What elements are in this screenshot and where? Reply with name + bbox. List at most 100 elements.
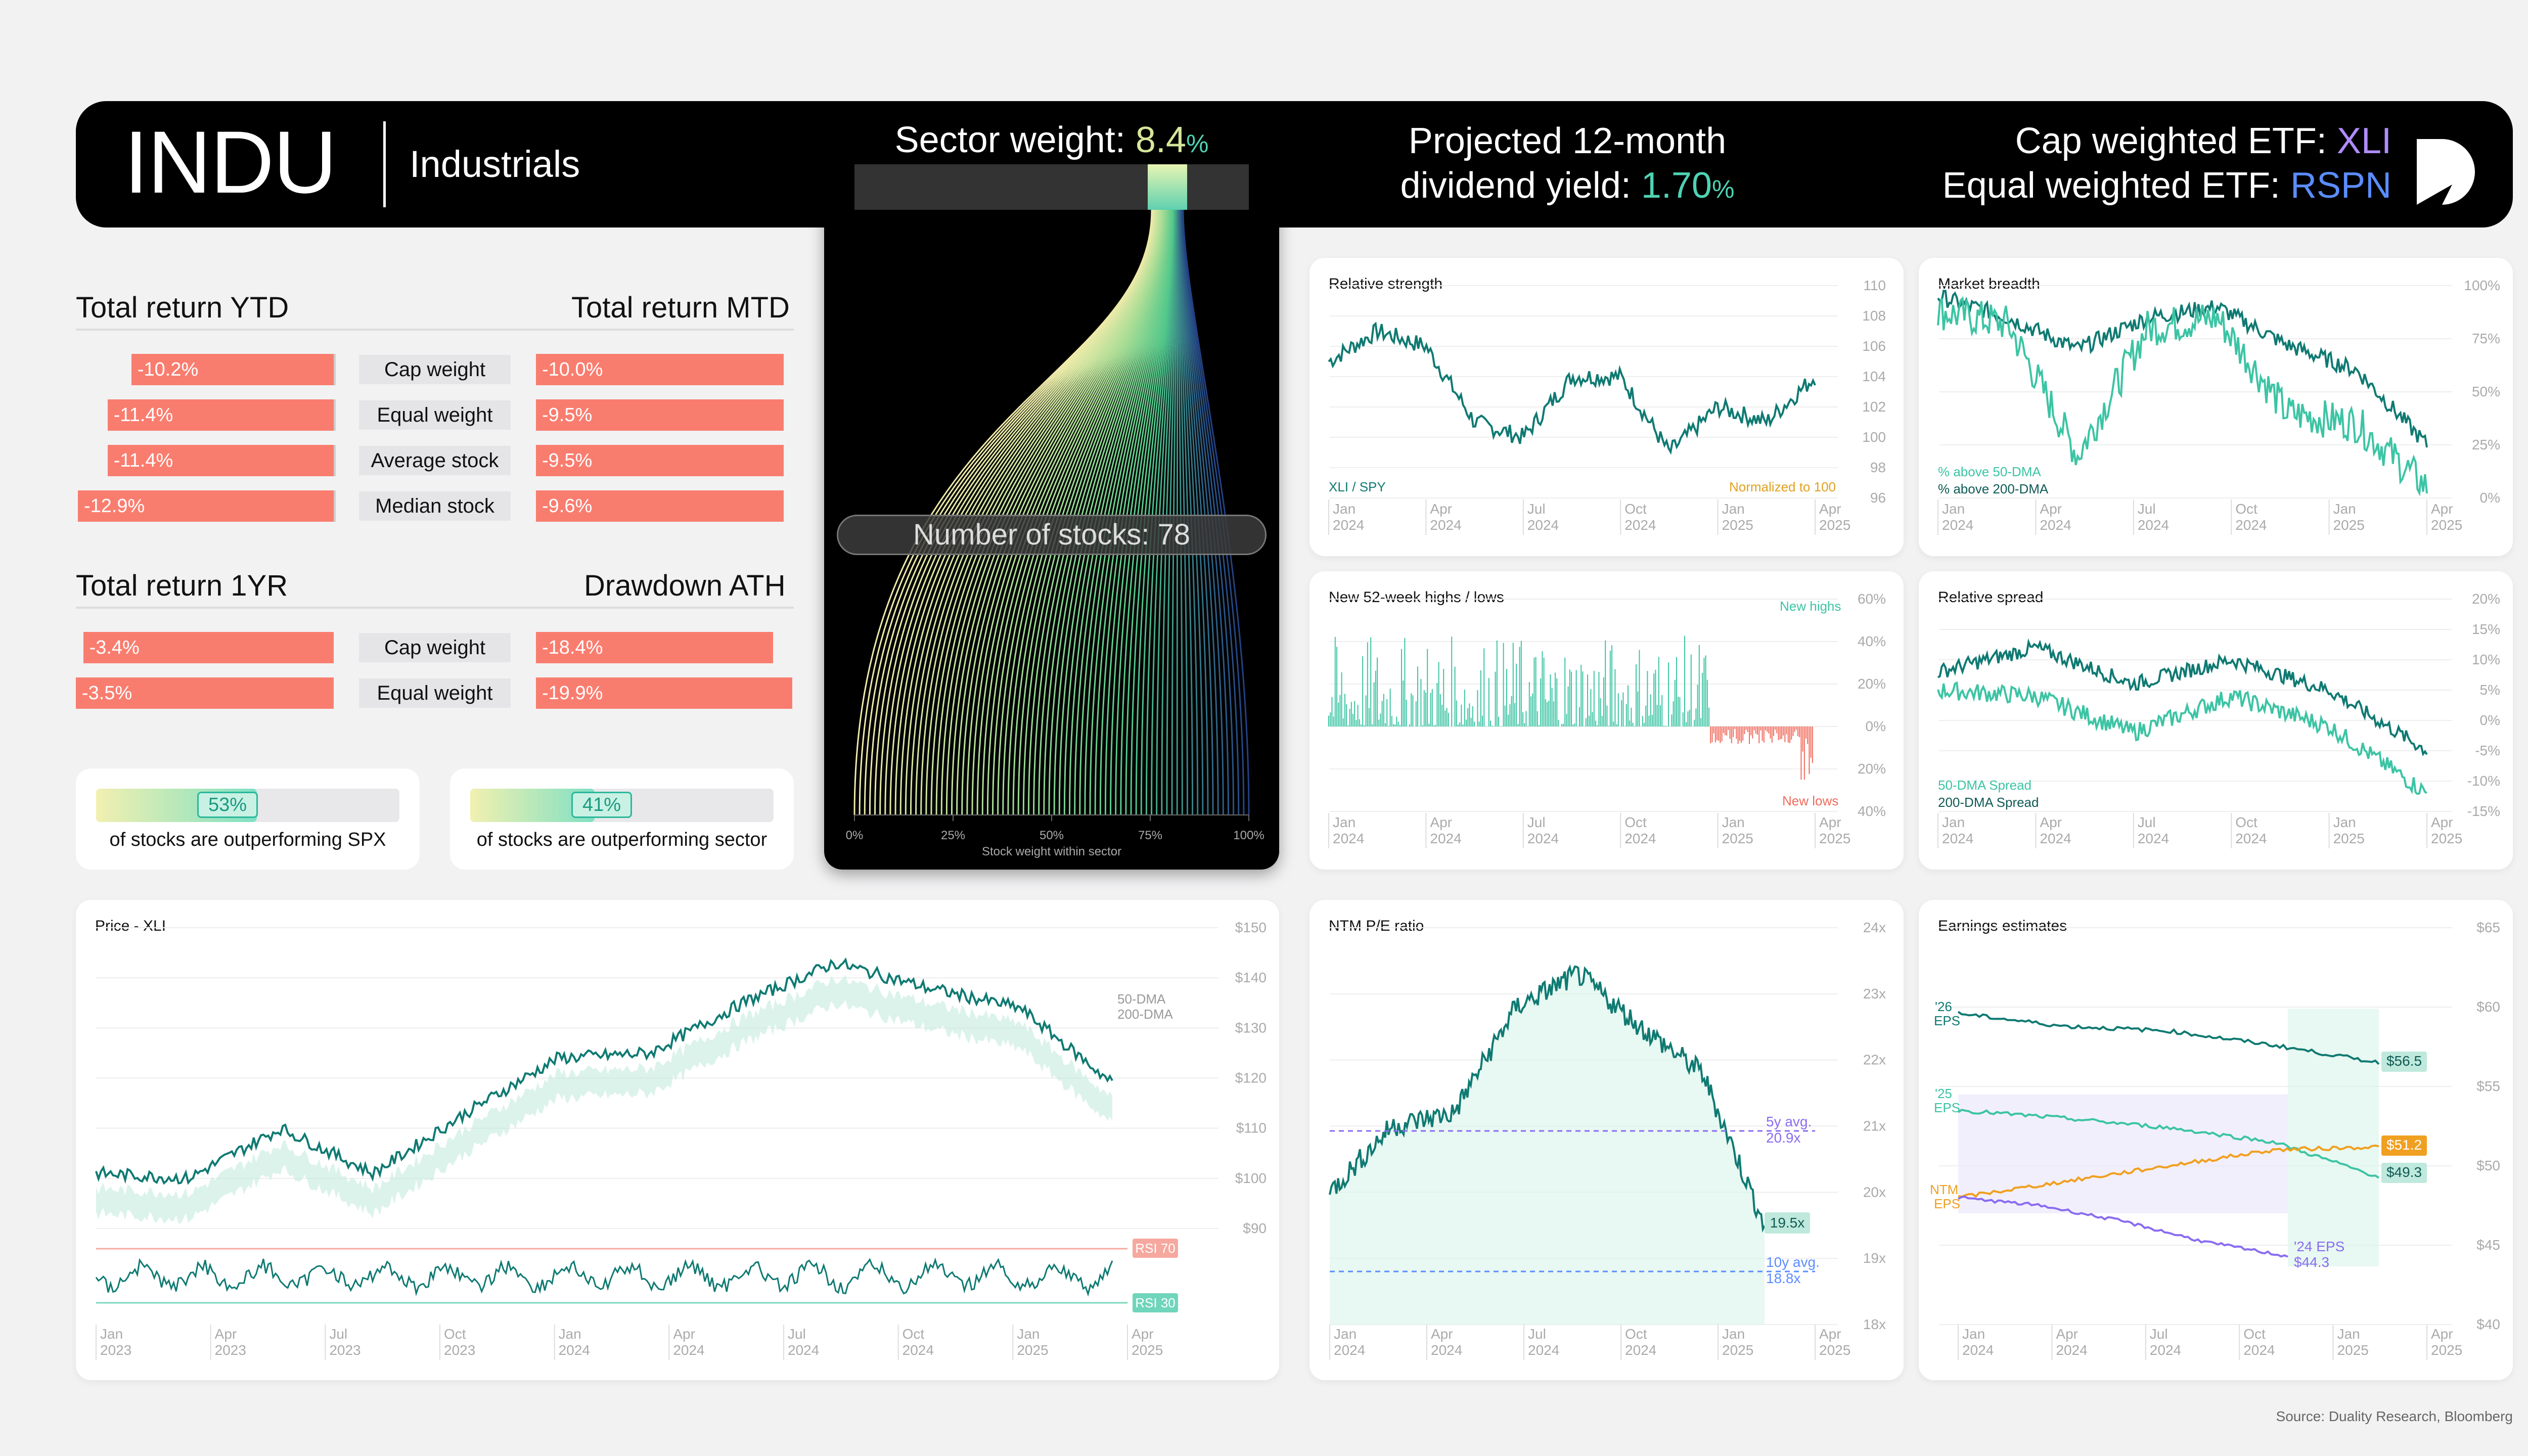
x-tick-month: Jan [1942,814,1965,830]
x-tick-month: Apr [2431,1326,2453,1342]
x-tick-month: Jan [1722,1326,1745,1342]
x-tick-month: Jan [2333,814,2356,830]
x-tick-year: 2024 [1430,517,1461,533]
breadth-title: Market breadth [1938,276,2040,292]
outperform-pct: 53% [197,792,258,818]
ntm-tag-2: EPS [1934,1196,1960,1211]
rs-chart: 110 108 106 104 102 100 98 96 XLI / SPY Normali… [1328,278,1886,535]
y-tick-label: $55 [2476,1078,2500,1094]
eps25-tag: '25 [1935,1086,1952,1101]
x-tick-month: Apr [215,1326,237,1342]
x-tick-year: 2024 [559,1342,590,1358]
y-tick-label: 104 [1862,369,1886,384]
x-tick-month: Oct [2243,1326,2266,1342]
eps25-value: $49.3 [2386,1164,2422,1180]
rsi70-text: RSI 70 [1135,1241,1176,1256]
eps-gap-band [2288,1009,2379,1266]
x-tick-year: 2025 [2337,1342,2369,1358]
pe-title: NTM P/E ratio [1329,918,1424,934]
y-tick-label: 18x [1863,1316,1886,1332]
x-tick-month: Oct [444,1326,466,1342]
y-tick-label: 110 [1863,278,1886,293]
y-tick-label: 23x [1863,986,1886,1002]
rsi-line [95,1257,1113,1297]
x-tick-month: Apr [1431,1326,1453,1342]
y-tick-label: $60 [2476,999,2500,1015]
epsntm-line [1958,1144,2379,1198]
return-row-label: Cap weight [359,633,511,662]
x-tick-month: Apr [2040,814,2062,830]
highs-title: New 52-week highs / lows [1329,589,1504,606]
x-tick-month: Apr [2431,501,2453,517]
rs-legend: XLI / SPY [1329,479,1386,494]
x-tick-year: 2024 [1942,831,1973,846]
x-tick-year: 2025 [2333,517,2365,533]
sector-weight-value: 8.4 [1135,120,1186,160]
y-tick-label: $140 [1235,970,1267,985]
eps-chart: $65 $60 $55 $50 $45 $40 '26 EPS '25 EPS NTM E… [1930,920,2500,1360]
pe-10y-value: 18.8x [1766,1270,1801,1286]
x-tick-month: Apr [1819,501,1841,517]
x-tick-month: Oct [2235,814,2258,830]
x-tick-month: Jan [2337,1326,2360,1342]
x-tick-month: Jul [2150,1326,2168,1342]
pe-chart: 24x 23x 22x 21x 20x 19x 18x 5y avg. 20.9x 10y … [1329,920,1886,1360]
y-tick-label: $50 [2476,1158,2500,1173]
x-tick-month: Jan [1722,814,1745,830]
y-tick-label: 60% [1858,591,1886,607]
y-tick-label: 106 [1862,338,1886,354]
x-tick-year: 2024 [2056,1342,2087,1358]
y-tick-label: 24x [1863,920,1886,935]
x-tick-month: Jan [1333,814,1356,830]
eps25-badge [2381,1163,2427,1183]
pe-last-badge [1765,1212,1810,1234]
y-tick-label: -15% [2467,803,2500,819]
header-divider [383,121,386,207]
x-tick-year: 2025 [2333,831,2365,846]
spread-50dma-line [1937,681,2427,795]
x-tick-year: 2024 [1431,1342,1462,1358]
y-tick-label: 100 [1862,429,1886,445]
x-tick-year: 2025 [1819,517,1850,533]
x-tick-year: 2024 [2235,831,2267,846]
rs-series-line [1328,322,1816,455]
y-tick-label: $120 [1235,1070,1267,1086]
y-tick-label: 75% [2472,331,2500,346]
pe-5y-value: 20.9x [1766,1130,1801,1146]
x-tick-year: 2024 [2040,831,2071,846]
x-tick-month: Apr [1819,814,1841,830]
x-tick-month: Jan [1333,501,1356,517]
cap-etf: Cap weighted ETF: XLI [2015,121,2391,161]
sector-ticker: INDU [124,113,337,212]
row-sep [334,399,336,431]
pe-area [1330,966,1765,1325]
x-tick-month: Apr [2040,501,2062,517]
y-tick-label: -10% [2467,773,2500,789]
dividend-yield: dividend yield: 1.70% [1400,165,1735,206]
y-tick-label: $65 [2476,920,2500,935]
y-tick-label: 19x [1863,1250,1886,1266]
x-tick-year: 2024 [2150,1342,2181,1358]
flow-lines [853,209,1250,815]
y-tick-label: 20% [1858,761,1886,777]
x-tick-year: 2025 [1722,517,1753,533]
x-tick-year: 2024 [1430,831,1461,846]
x-tick-month: Apr [1819,1326,1841,1342]
dist-tick-label: 75% [1138,829,1162,842]
y-tick-label: 0% [2480,490,2500,506]
cap-etf-ticker: XLI [2336,121,2391,161]
y-tick-label: 96 [1870,490,1886,506]
x-tick-month: Jan [1017,1326,1040,1342]
x-tick-month: Jan [559,1326,581,1342]
y-tick-label: $45 [2476,1237,2500,1253]
source-note: Source: Duality Research, Bloomberg [2276,1408,2513,1424]
y-tick-label: 102 [1862,399,1886,415]
x-tick-year: 2024 [788,1342,819,1358]
pe-series-line [1329,964,1766,1233]
x-tick-month: Apr [1430,814,1452,830]
ytd-title: Total return YTD [76,291,289,324]
yr-title: Total return 1YR [76,569,288,602]
spread-legend-50: 50-DMA Spread [1938,778,2032,793]
x-tick-year: 2024 [1527,831,1559,846]
breadth-50dma-line [1937,296,2428,496]
